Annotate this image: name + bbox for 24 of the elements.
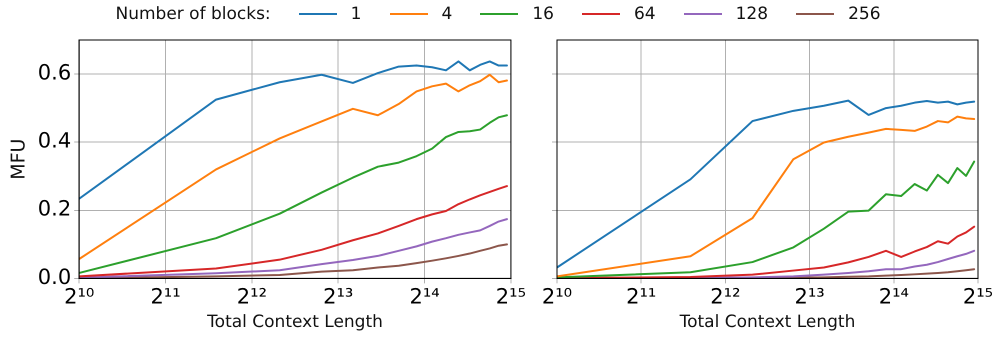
legend-label: 4 (442, 4, 452, 24)
y-axis-title: MFU (7, 138, 30, 180)
y-tick-label: 0.2 (38, 196, 72, 221)
x-tick-label: 2¹³ (323, 284, 354, 308)
legend-label: 16 (532, 4, 554, 24)
x-tick-label: 2¹² (710, 284, 740, 308)
legend-label: 256 (848, 4, 881, 24)
y-tick-label: 0.4 (38, 128, 72, 153)
legend-title: Number of blocks: (115, 4, 271, 24)
x-tick-label: 2¹⁵ (962, 284, 994, 308)
legend-label: 1 (350, 4, 362, 24)
x-tick-label: 2¹⁵ (496, 284, 526, 308)
legend-label: 128 (736, 4, 768, 24)
x-axis-title: Total Context Length (678, 312, 856, 332)
x-tick-label: 2¹² (236, 284, 267, 308)
y-tick-label: 0.6 (38, 60, 72, 85)
x-axis-title: Total Context Length (206, 312, 383, 332)
x-tick-label: 2¹⁴ (878, 284, 909, 308)
x-tick-label: 2¹¹ (150, 284, 181, 308)
x-tick-label: 2¹⁰ (542, 284, 572, 308)
x-tick-label: 2¹¹ (626, 284, 656, 308)
x-tick-label: 2¹³ (794, 284, 825, 308)
legend-label: 64 (634, 4, 656, 24)
x-tick-label: 2¹⁴ (409, 284, 440, 308)
